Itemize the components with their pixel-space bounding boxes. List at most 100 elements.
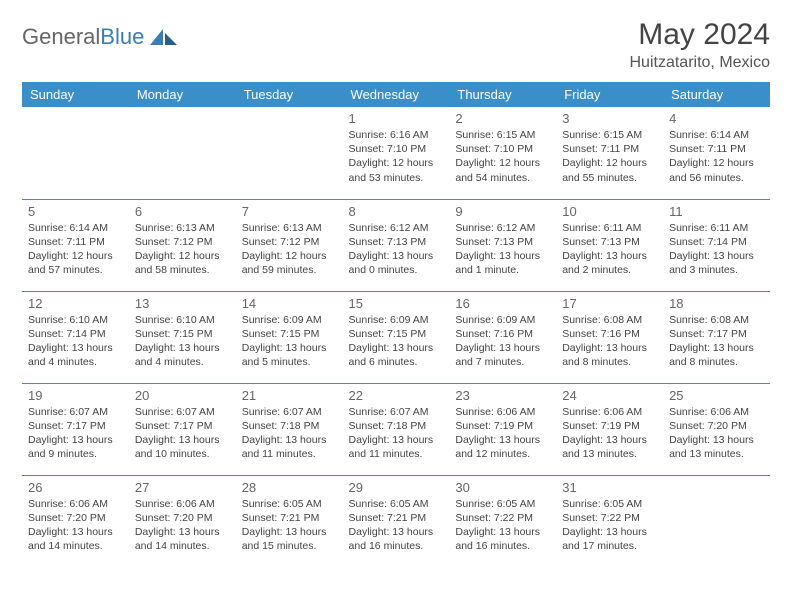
day-number: 6: [135, 204, 230, 219]
calendar-day-cell: 24 Sunrise: 6:06 AMSunset: 7:19 PMDayligh…: [556, 383, 663, 475]
calendar-header-row: SundayMondayTuesdayWednesdayThursdayFrid…: [22, 82, 770, 107]
day-info: Sunrise: 6:05 AMSunset: 7:22 PMDaylight:…: [562, 497, 657, 554]
day-info: Sunrise: 6:05 AMSunset: 7:22 PMDaylight:…: [455, 497, 550, 554]
day-info: Sunrise: 6:13 AMSunset: 7:12 PMDaylight:…: [242, 221, 337, 278]
weekday-header: Friday: [556, 82, 663, 107]
calendar-day-cell: 30 Sunrise: 6:05 AMSunset: 7:22 PMDayligh…: [449, 475, 556, 567]
day-info: Sunrise: 6:07 AMSunset: 7:18 PMDaylight:…: [349, 405, 444, 462]
calendar-day-cell: 17Sunrise: 6:08 AMSunset: 7:16 PMDayligh…: [556, 291, 663, 383]
day-info: Sunrise: 6:05 AMSunset: 7:21 PMDaylight:…: [349, 497, 444, 554]
calendar-week-row: 19 Sunrise: 6:07 AMSunset: 7:17 PMDayligh…: [22, 383, 770, 475]
day-number: 21: [242, 388, 337, 403]
calendar-day-cell: 6 Sunrise: 6:13 AMSunset: 7:12 PMDaylight…: [129, 199, 236, 291]
day-number: 19: [28, 388, 123, 403]
day-info: Sunrise: 6:11 AMSunset: 7:14 PMDaylight:…: [669, 221, 764, 278]
logo-text: GeneralBlue: [22, 24, 144, 50]
day-number: 25: [669, 388, 764, 403]
calendar-day-cell: 15 Sunrise: 6:09 AMSunset: 7:15 PMDayligh…: [343, 291, 450, 383]
day-info: Sunrise: 6:06 AMSunset: 7:19 PMDaylight:…: [455, 405, 550, 462]
calendar-empty-cell: [663, 475, 770, 567]
day-number: 24: [562, 388, 657, 403]
day-info: Sunrise: 6:10 AMSunset: 7:14 PMDaylight:…: [28, 313, 123, 370]
day-info: Sunrise: 6:07 AMSunset: 7:17 PMDaylight:…: [135, 405, 230, 462]
calendar-week-row: 26 Sunrise: 6:06 AMSunset: 7:20 PMDayligh…: [22, 475, 770, 567]
calendar-day-cell: 5 Sunrise: 6:14 AMSunset: 7:11 PMDaylight…: [22, 199, 129, 291]
calendar-week-row: 5 Sunrise: 6:14 AMSunset: 7:11 PMDaylight…: [22, 199, 770, 291]
day-number: 11: [669, 204, 764, 219]
calendar-day-cell: 18 Sunrise: 6:08 AMSunset: 7:17 PMDayligh…: [663, 291, 770, 383]
day-info: Sunrise: 6:15 AMSunset: 7:10 PMDaylight:…: [455, 128, 550, 185]
calendar-empty-cell: [22, 107, 129, 199]
logo: GeneralBlue: [22, 18, 178, 50]
day-number: 31: [562, 480, 657, 495]
day-info: Sunrise: 6:14 AMSunset: 7:11 PMDaylight:…: [669, 128, 764, 185]
day-info: Sunrise: 6:06 AMSunset: 7:19 PMDaylight:…: [562, 405, 657, 462]
calendar-day-cell: 12Sunrise: 6:10 AMSunset: 7:14 PMDayligh…: [22, 291, 129, 383]
calendar-day-cell: 9Sunrise: 6:12 AMSunset: 7:13 PMDaylight…: [449, 199, 556, 291]
calendar-day-cell: 7 Sunrise: 6:13 AMSunset: 7:12 PMDaylight…: [236, 199, 343, 291]
weekday-header: Wednesday: [343, 82, 450, 107]
calendar-empty-cell: [129, 107, 236, 199]
day-number: 4: [669, 111, 764, 126]
logo-sail-icon: [150, 28, 178, 46]
calendar-day-cell: 21Sunrise: 6:07 AMSunset: 7:18 PMDayligh…: [236, 383, 343, 475]
calendar-day-cell: 20Sunrise: 6:07 AMSunset: 7:17 PMDayligh…: [129, 383, 236, 475]
day-number: 15: [349, 296, 444, 311]
day-number: 9: [455, 204, 550, 219]
day-number: 27: [135, 480, 230, 495]
day-number: 30: [455, 480, 550, 495]
calendar-day-cell: 10 Sunrise: 6:11 AMSunset: 7:13 PMDayligh…: [556, 199, 663, 291]
day-number: 18: [669, 296, 764, 311]
day-number: 22: [349, 388, 444, 403]
day-number: 5: [28, 204, 123, 219]
calendar-day-cell: 8Sunrise: 6:12 AMSunset: 7:13 PMDaylight…: [343, 199, 450, 291]
day-number: 10: [562, 204, 657, 219]
calendar-day-cell: 31 Sunrise: 6:05 AMSunset: 7:22 PMDayligh…: [556, 475, 663, 567]
calendar-body: 1 Sunrise: 6:16 AMSunset: 7:10 PMDaylight…: [22, 107, 770, 567]
day-info: Sunrise: 6:09 AMSunset: 7:16 PMDaylight:…: [455, 313, 550, 370]
day-info: Sunrise: 6:16 AMSunset: 7:10 PMDaylight:…: [349, 128, 444, 185]
day-info: Sunrise: 6:08 AMSunset: 7:17 PMDaylight:…: [669, 313, 764, 370]
weekday-header: Sunday: [22, 82, 129, 107]
weekday-header: Saturday: [663, 82, 770, 107]
logo-text-part1: General: [22, 24, 100, 49]
weekday-header: Thursday: [449, 82, 556, 107]
day-number: 29: [349, 480, 444, 495]
day-number: 26: [28, 480, 123, 495]
day-number: 1: [349, 111, 444, 126]
day-info: Sunrise: 6:05 AMSunset: 7:21 PMDaylight:…: [242, 497, 337, 554]
calendar-day-cell: 2Sunrise: 6:15 AMSunset: 7:10 PMDaylight…: [449, 107, 556, 199]
day-number: 7: [242, 204, 337, 219]
day-info: Sunrise: 6:11 AMSunset: 7:13 PMDaylight:…: [562, 221, 657, 278]
day-number: 23: [455, 388, 550, 403]
day-number: 17: [562, 296, 657, 311]
calendar-day-cell: 19Sunrise: 6:07 AMSunset: 7:17 PMDayligh…: [22, 383, 129, 475]
day-info: Sunrise: 6:15 AMSunset: 7:11 PMDaylight:…: [562, 128, 657, 185]
calendar-table: SundayMondayTuesdayWednesdayThursdayFrid…: [22, 82, 770, 567]
day-info: Sunrise: 6:06 AMSunset: 7:20 PMDaylight:…: [669, 405, 764, 462]
weekday-header: Monday: [129, 82, 236, 107]
day-info: Sunrise: 6:09 AMSunset: 7:15 PMDaylight:…: [242, 313, 337, 370]
day-number: 16: [455, 296, 550, 311]
location: Huitzatarito, Mexico: [630, 54, 771, 72]
day-info: Sunrise: 6:14 AMSunset: 7:11 PMDaylight:…: [28, 221, 123, 278]
day-info: Sunrise: 6:09 AMSunset: 7:15 PMDaylight:…: [349, 313, 444, 370]
calendar-day-cell: 3 Sunrise: 6:15 AMSunset: 7:11 PMDaylight…: [556, 107, 663, 199]
calendar-day-cell: 4 Sunrise: 6:14 AMSunset: 7:11 PMDaylight…: [663, 107, 770, 199]
day-info: Sunrise: 6:12 AMSunset: 7:13 PMDaylight:…: [349, 221, 444, 278]
calendar-day-cell: 28 Sunrise: 6:05 AMSunset: 7:21 PMDayligh…: [236, 475, 343, 567]
day-number: 14: [242, 296, 337, 311]
calendar-day-cell: 23 Sunrise: 6:06 AMSunset: 7:19 PMDayligh…: [449, 383, 556, 475]
calendar-day-cell: 1 Sunrise: 6:16 AMSunset: 7:10 PMDaylight…: [343, 107, 450, 199]
calendar-day-cell: 14 Sunrise: 6:09 AMSunset: 7:15 PMDayligh…: [236, 291, 343, 383]
calendar-day-cell: 16 Sunrise: 6:09 AMSunset: 7:16 PMDayligh…: [449, 291, 556, 383]
day-info: Sunrise: 6:06 AMSunset: 7:20 PMDaylight:…: [28, 497, 123, 554]
calendar-day-cell: 26 Sunrise: 6:06 AMSunset: 7:20 PMDayligh…: [22, 475, 129, 567]
day-info: Sunrise: 6:13 AMSunset: 7:12 PMDaylight:…: [135, 221, 230, 278]
month-title: May 2024: [630, 18, 771, 52]
day-number: 3: [562, 111, 657, 126]
weekday-header: Tuesday: [236, 82, 343, 107]
day-number: 28: [242, 480, 337, 495]
calendar-week-row: 12Sunrise: 6:10 AMSunset: 7:14 PMDayligh…: [22, 291, 770, 383]
calendar-day-cell: 27Sunrise: 6:06 AMSunset: 7:20 PMDayligh…: [129, 475, 236, 567]
